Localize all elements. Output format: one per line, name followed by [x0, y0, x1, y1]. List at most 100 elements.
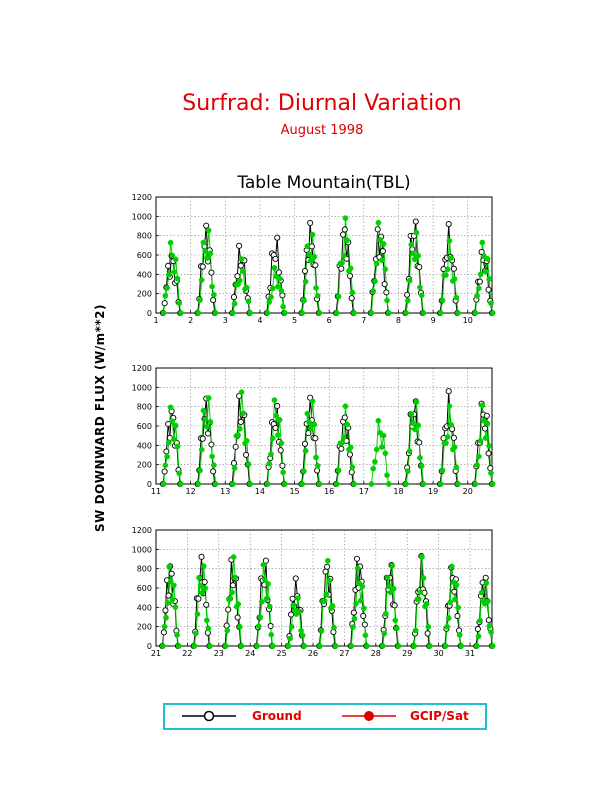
x-tick-label: 7 — [361, 316, 366, 325]
sat-point — [447, 599, 454, 606]
y-tick-label: 600 — [137, 584, 152, 593]
y-tick-label: 0 — [147, 642, 152, 651]
sat-point — [420, 481, 427, 487]
x-tick-label: 14 — [255, 487, 265, 496]
sat-point — [359, 583, 366, 590]
sat-point — [271, 265, 278, 271]
sat-point — [333, 310, 340, 316]
sat-point — [344, 237, 351, 244]
sat-point — [389, 562, 395, 569]
ground-point — [412, 218, 419, 225]
sat-point — [484, 420, 491, 427]
sat-point — [176, 470, 183, 477]
ground-point — [312, 262, 319, 269]
sat-point — [316, 310, 323, 316]
sat-point — [204, 617, 210, 624]
y-tick-label: 0 — [147, 309, 152, 318]
ground-point — [361, 621, 368, 628]
sat-point — [197, 467, 203, 474]
sat-point — [324, 557, 331, 564]
sat-point — [202, 248, 209, 254]
sat-point — [380, 240, 387, 247]
ground-point — [445, 221, 452, 228]
y-tick-label: 1000 — [132, 545, 152, 554]
sat-point — [262, 577, 268, 583]
sat-point — [404, 297, 411, 304]
sat-point — [254, 643, 260, 649]
ground-point — [210, 468, 217, 475]
ground-point — [161, 468, 168, 475]
sat-point — [368, 481, 375, 487]
sat-point — [445, 615, 452, 621]
y-tick-label: 200 — [137, 461, 152, 470]
ground-point — [225, 606, 232, 613]
ground-point — [277, 447, 284, 454]
sat-point — [387, 589, 394, 596]
sat-point — [335, 467, 342, 474]
sat-point — [207, 418, 214, 425]
sat-point — [202, 416, 209, 423]
sat-point — [169, 252, 176, 259]
ground-point — [208, 269, 215, 276]
x-tick-label: 12 — [186, 487, 196, 496]
ground-point — [267, 622, 274, 630]
sat-point — [311, 253, 318, 260]
sat-point — [160, 310, 167, 316]
sat-point — [301, 468, 307, 474]
sat-point — [313, 285, 319, 291]
sat-point — [236, 623, 243, 630]
chart-subtitle: August 1998 — [281, 123, 364, 138]
sat-point — [174, 443, 181, 450]
sat-point — [361, 605, 367, 612]
sat-point — [403, 310, 409, 316]
ground-point — [353, 555, 361, 562]
sat-point — [268, 294, 274, 300]
ground-point — [360, 612, 367, 619]
x-tick-label: 20 — [463, 487, 473, 496]
ground-point — [237, 418, 244, 425]
sat-point — [171, 436, 177, 443]
sat-point — [236, 277, 243, 284]
sat-point — [448, 255, 454, 261]
sat-point — [167, 578, 174, 584]
sat-point — [410, 420, 416, 426]
sat-point — [403, 481, 409, 487]
sat-point — [162, 292, 169, 299]
sat-point — [477, 617, 483, 624]
y-tick-label: 1200 — [132, 193, 152, 202]
x-tick-label: 6 — [327, 316, 332, 325]
x-tick-label: 3 — [223, 316, 228, 325]
ground-point — [379, 248, 386, 255]
x-tick-label: 1 — [153, 316, 158, 325]
sat-point — [411, 256, 418, 263]
sat-point — [307, 425, 314, 432]
sat-point — [263, 595, 270, 602]
sat-point — [163, 614, 169, 621]
sat-point — [425, 624, 432, 630]
sat-point — [373, 260, 380, 267]
y-tick-label: 200 — [137, 623, 152, 632]
sat-point — [240, 410, 247, 417]
sat-point — [238, 389, 245, 396]
sat-point — [229, 589, 235, 596]
sat-point — [296, 608, 303, 615]
sat-point — [406, 448, 413, 454]
y-tick-label: 400 — [137, 603, 152, 612]
sat-point — [335, 293, 342, 300]
sat-point — [474, 643, 480, 649]
sat-point — [477, 271, 484, 278]
x-tick-label: 26 — [308, 649, 318, 658]
sat-point — [357, 597, 364, 604]
sat-point — [287, 635, 293, 642]
ground-point — [274, 402, 281, 409]
ground-point — [483, 412, 490, 419]
ground-point — [341, 414, 348, 421]
y-axis-label: SW DOWNWARD FLUX (W/m**2) — [93, 304, 107, 532]
sat-point — [446, 237, 453, 244]
sat-point — [375, 417, 382, 424]
ground-point — [287, 611, 295, 618]
sat-point — [368, 310, 375, 316]
x-tick-label: 25 — [277, 649, 287, 658]
sat-point — [453, 582, 460, 588]
